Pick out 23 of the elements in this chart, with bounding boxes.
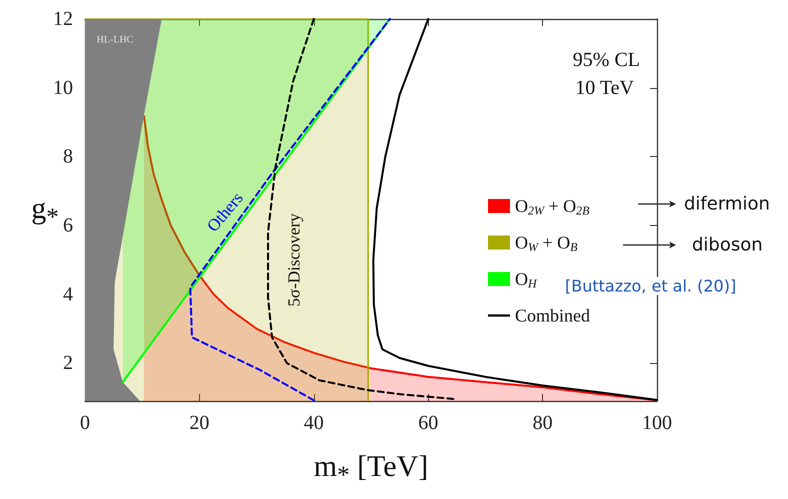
- annotation: 5σ-Discovery: [284, 212, 304, 307]
- text: difermion: [684, 194, 770, 214]
- x-tick-label: 20: [189, 412, 210, 434]
- annotation: [Buttazzo, et al. (20)]: [565, 276, 736, 296]
- y-tick-label: 8: [63, 146, 73, 168]
- x-tick-label: 40: [304, 412, 324, 434]
- annotation: 10 TeV: [575, 77, 635, 99]
- y-tick-label: 12: [53, 8, 73, 30]
- y-tick-label: 10: [53, 76, 73, 99]
- text: diboson: [692, 234, 763, 256]
- x-tick-label: 100: [642, 412, 672, 434]
- legend-label: Combined: [515, 306, 590, 326]
- annotation: 95% CL: [572, 49, 640, 71]
- y-tick-label: 2: [63, 352, 73, 374]
- line-series: [189, 18, 391, 402]
- x-tick-label: 60: [418, 412, 438, 434]
- x-tick-label: 0: [80, 412, 90, 434]
- x-tick-label: 80: [532, 412, 553, 434]
- x-axis-title: m$_{*}$ [TeV]: [314, 450, 428, 489]
- y-tick-label: 4: [63, 283, 73, 306]
- y-axis-title: g$_{*}$: [31, 192, 59, 231]
- annotation: HL-LHC: [96, 34, 134, 46]
- y-tick-label: 6: [63, 214, 73, 236]
